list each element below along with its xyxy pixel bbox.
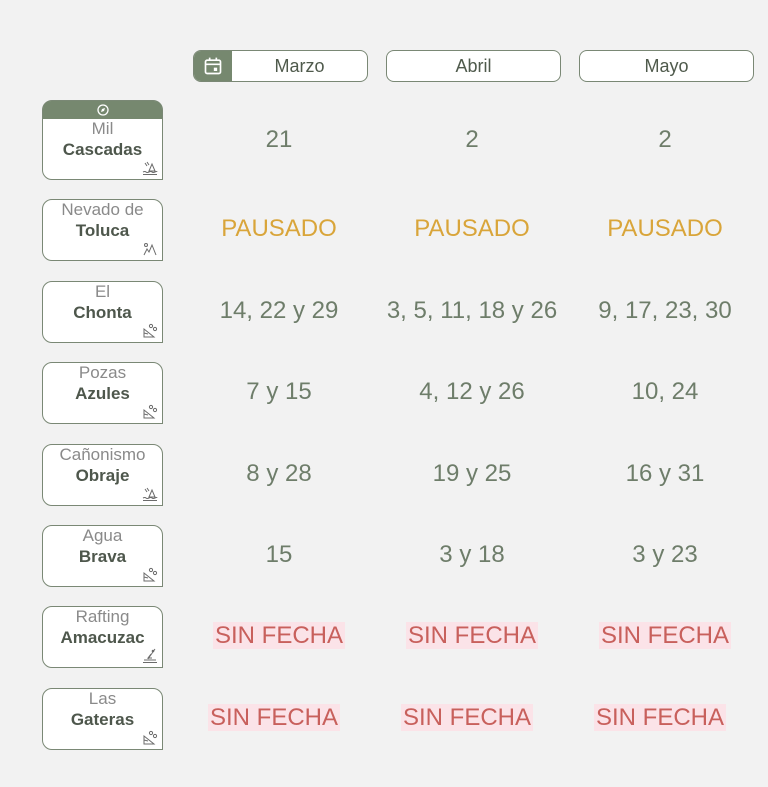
date-value: 8 y 28: [246, 460, 312, 487]
activity-name-line2: Gateras: [70, 710, 135, 729]
date-cell: SIN FECHA: [184, 622, 374, 650]
month-label: Abril: [455, 55, 492, 76]
date-value: 2: [658, 126, 672, 153]
activity-name-line1: Rafting: [75, 607, 130, 626]
date-cell: SIN FECHA: [179, 704, 369, 732]
date-cell: 7 y 15: [184, 378, 374, 406]
date-value: SIN FECHA: [593, 704, 726, 731]
date-value: SIN FECHA: [400, 704, 533, 731]
date-cell: 21: [184, 126, 374, 154]
date-value: PAUSADO: [221, 215, 337, 242]
date-cell: 14, 22 y 29: [184, 297, 374, 325]
landslide-icon: [142, 323, 158, 339]
compass-icon: [43, 101, 162, 119]
date-value: PAUSADO: [414, 215, 530, 242]
date-cell: 3 y 18: [377, 541, 567, 569]
activity-name-line1: Agua: [82, 526, 123, 545]
activity-name-line2: Brava: [78, 547, 127, 566]
activity-name-line2: Chonta: [73, 303, 132, 322]
date-value: 16 y 31: [625, 460, 705, 487]
month-label: Marzo: [274, 55, 325, 76]
date-cell: SIN FECHA: [565, 704, 755, 732]
date-cell: 3 y 23: [570, 541, 760, 569]
date-value: 9, 17, 23, 30: [598, 297, 732, 324]
landslide-icon: [142, 404, 158, 420]
activity-name-line1: El: [94, 282, 111, 301]
activity-card[interactable]: El Chonta: [42, 281, 163, 343]
date-value: 4, 12 y 26: [419, 378, 525, 405]
activity-name-line1: Cañonismo: [59, 445, 146, 464]
activity-card[interactable]: Las Gateras: [42, 688, 163, 750]
date-value: 2: [465, 126, 479, 153]
activity-card[interactable]: Agua Brava: [42, 525, 163, 587]
date-cell: PAUSADO: [570, 215, 760, 243]
date-value: 3, 5, 11, 18 y 26: [386, 297, 558, 324]
date-cell: 8 y 28: [184, 460, 374, 488]
month-header-marzo[interactable]: Marzo: [193, 50, 368, 82]
activity-name-line2: Toluca: [75, 221, 130, 240]
landslide-icon: [142, 730, 158, 746]
month-header-abril[interactable]: Abril: [386, 50, 561, 82]
month-label: Mayo: [644, 55, 689, 76]
date-cell: 19 y 25: [377, 460, 567, 488]
month-header-mayo[interactable]: Mayo: [579, 50, 754, 82]
date-value: SIN FECHA: [207, 704, 340, 731]
activity-name-line1: Mil: [91, 119, 114, 138]
activity-name-line2: Obraje: [75, 466, 130, 485]
date-value: 14, 22 y 29: [219, 297, 339, 324]
date-value: 19 y 25: [432, 460, 512, 487]
date-value: 10, 24: [631, 378, 699, 405]
date-value: SIN FECHA: [598, 622, 731, 649]
activity-card[interactable]: Cañonismo Obraje: [42, 444, 163, 506]
date-cell: PAUSADO: [377, 215, 567, 243]
activity-card[interactable]: Mil Cascadas: [42, 100, 163, 180]
date-value: SIN FECHA: [212, 622, 345, 649]
activity-name-line1: Las: [88, 689, 117, 708]
waterfall-icon: [142, 160, 158, 176]
date-value: 15: [265, 541, 293, 568]
activity-name-line2: Amacuzac: [60, 628, 145, 647]
date-value: SIN FECHA: [405, 622, 538, 649]
date-value: 3 y 23: [632, 541, 698, 568]
activity-name-line1: Nevado de: [61, 200, 144, 219]
date-cell: PAUSADO: [184, 215, 374, 243]
date-cell: 2: [570, 126, 760, 154]
date-cell: SIN FECHA: [570, 622, 760, 650]
date-cell: 2: [377, 126, 567, 154]
date-cell: SIN FECHA: [372, 704, 562, 732]
activity-name-line2: Cascadas: [62, 140, 143, 159]
hiking-mountain-icon: [142, 241, 158, 257]
calendar-icon: [194, 51, 232, 81]
date-value: 3 y 18: [439, 541, 505, 568]
date-cell: 9, 17, 23, 30: [570, 297, 760, 325]
waterfall-icon: [142, 486, 158, 502]
date-value: PAUSADO: [607, 215, 723, 242]
landslide-icon: [142, 567, 158, 583]
activity-card[interactable]: Rafting Amacuzac: [42, 606, 163, 668]
date-cell: 15: [184, 541, 374, 569]
kayaking-icon: [142, 648, 158, 664]
activity-name-line1: Pozas: [78, 363, 127, 382]
activity-name-line2: Azules: [75, 384, 130, 403]
date-cell: 10, 24: [570, 378, 760, 406]
date-value: 7 y 15: [246, 378, 312, 405]
date-cell: SIN FECHA: [377, 622, 567, 650]
date-cell: 4, 12 y 26: [377, 378, 567, 406]
date-cell: 3, 5, 11, 18 y 26: [377, 297, 567, 325]
date-value: 21: [265, 126, 293, 153]
activity-card[interactable]: Pozas Azules: [42, 362, 163, 424]
activity-card[interactable]: Nevado de Toluca: [42, 199, 163, 261]
date-cell: 16 y 31: [570, 460, 760, 488]
